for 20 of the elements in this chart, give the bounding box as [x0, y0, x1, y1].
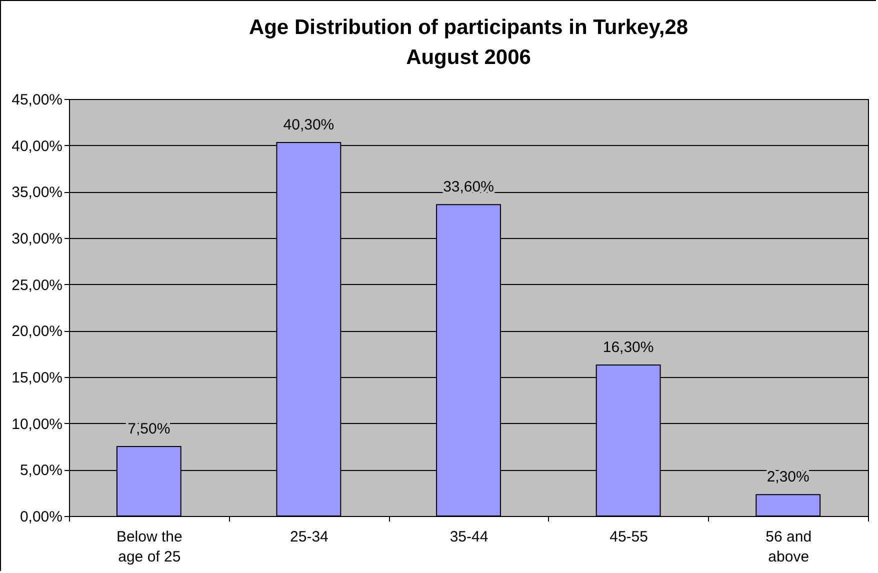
x-tick-label: 45-55 [610, 528, 648, 546]
y-tick-label: 0,00% [20, 508, 62, 526]
x-tick-label: Below the age of 25 [116, 528, 182, 566]
y-tick-label: 25,00% [12, 276, 62, 294]
y-tick-label: 20,00% [12, 323, 62, 340]
data-label: 16,30% [602, 338, 654, 356]
y-tick-label: 35,00% [12, 184, 62, 202]
y-tick-label: 45,00% [12, 92, 62, 108]
data-label: 33,60% [443, 178, 494, 196]
data-label: 2,30% [766, 468, 810, 486]
y-tick-label: 15,00% [12, 370, 62, 386]
y-tick-label: 5,00% [20, 462, 62, 480]
x-tick-label: 35-44 [450, 528, 488, 546]
data-label: 40,30% [283, 116, 334, 134]
x-tick-label: 56 and above [766, 528, 812, 566]
y-tick-label: 40,00% [12, 138, 62, 155]
y-tick-label: 10,00% [12, 416, 62, 433]
y-tick-label: 30,00% [12, 230, 62, 248]
x-tick-label: 25-34 [290, 528, 328, 546]
chart-title: Age Distribution of participants in Turkey,28 August 2006 [248, 16, 688, 69]
